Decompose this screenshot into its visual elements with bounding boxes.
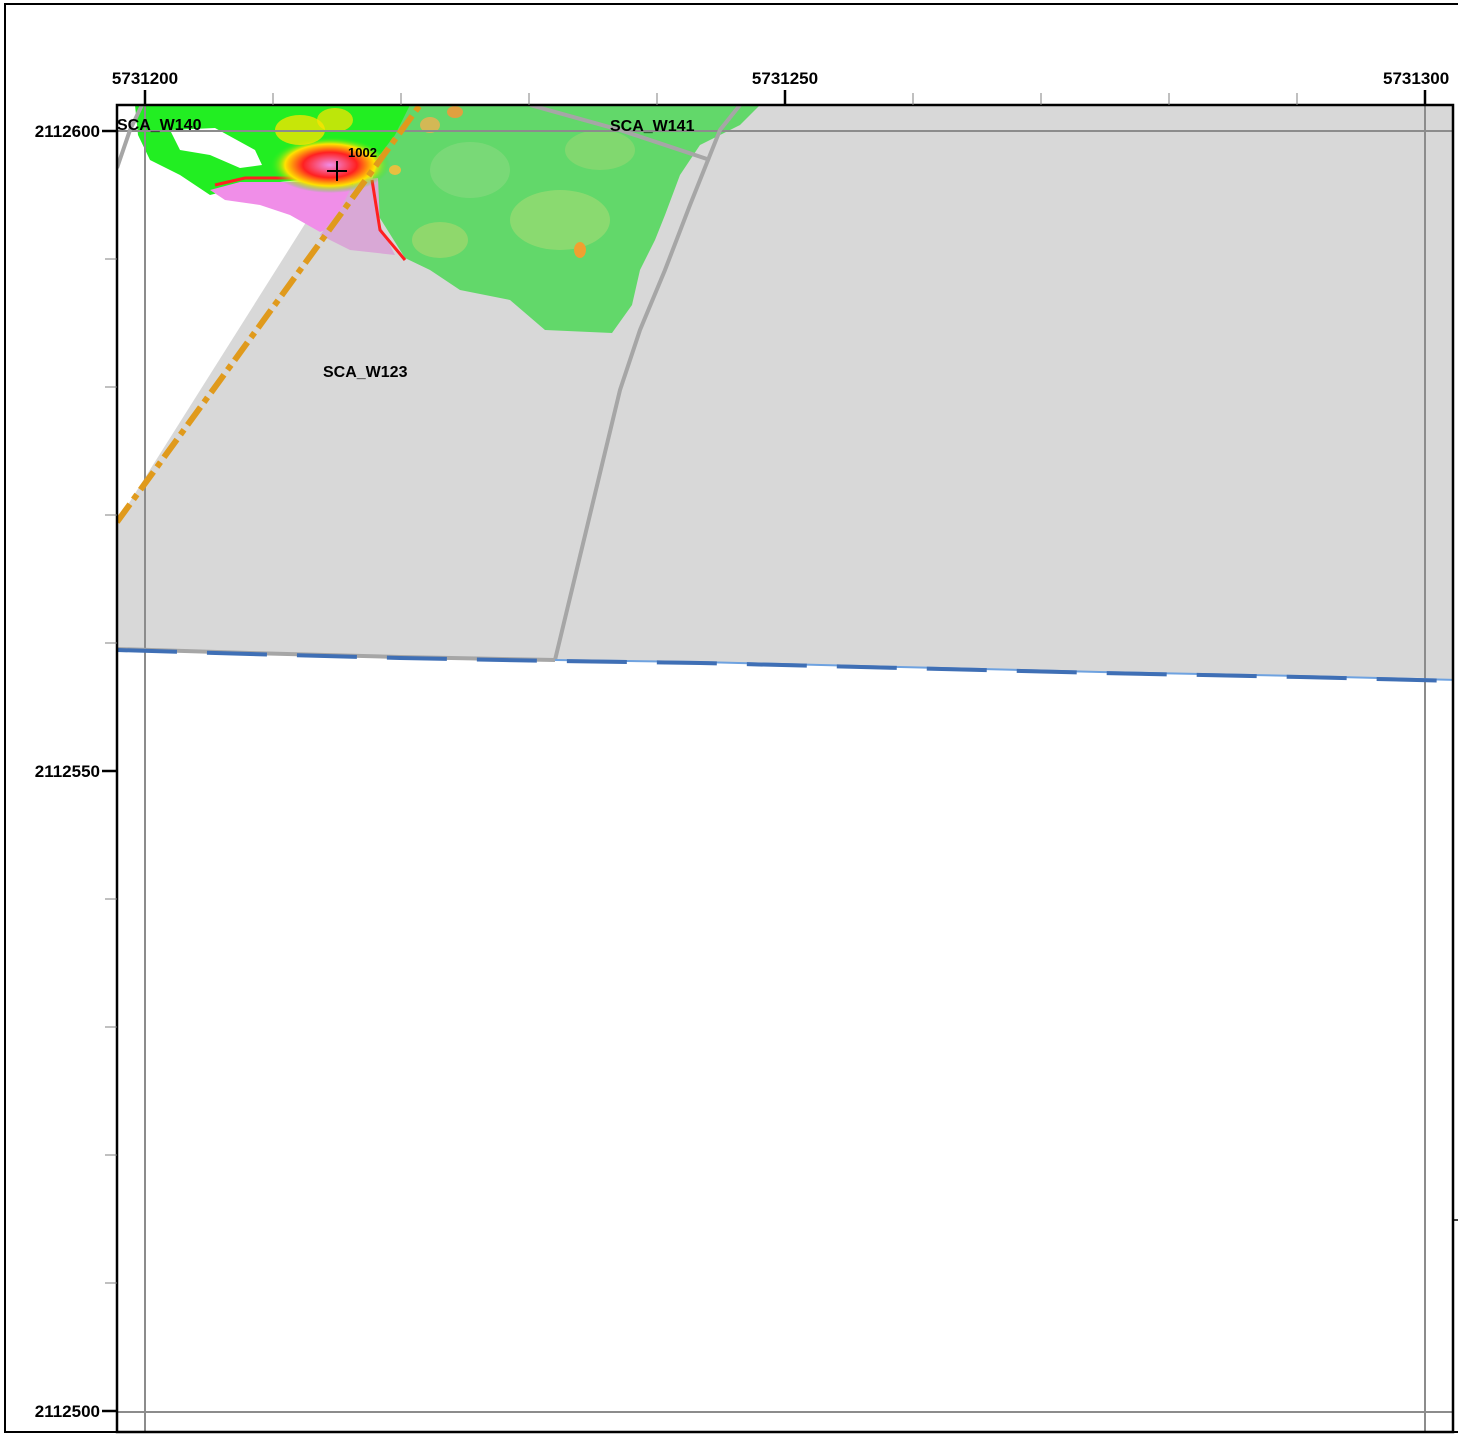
zone-boundary — [553, 105, 742, 661]
raster-hotspot — [389, 165, 401, 175]
raster-pink-area — [210, 182, 360, 232]
orange-boundary — [117, 105, 423, 524]
raster-hotspot — [317, 108, 353, 132]
zone-boundary — [529, 105, 711, 162]
raster-patch — [510, 190, 610, 250]
blue-boundary-dashed — [117, 648, 1453, 683]
raster-hotspot — [574, 242, 586, 258]
raster-hotspot-main — [270, 137, 390, 193]
raster-edge — [370, 179, 407, 261]
zone-boundary — [117, 105, 144, 169]
x-axis: 5731200 5731250 5731300 — [112, 69, 1449, 105]
zone-label-w141: SCA_W141 — [610, 118, 695, 135]
point-marker-1002[interactable] — [327, 161, 347, 181]
raster-patch — [430, 142, 510, 198]
zone-label-w123: SCA_W123 — [323, 364, 408, 381]
raster-patch — [412, 222, 468, 258]
raster-patch — [565, 130, 635, 170]
point-label-1002: 1002 — [348, 145, 377, 160]
y-tick-label: 2112550 — [35, 762, 100, 781]
y-tick-label: 2112500 — [35, 1402, 100, 1421]
x-tick-label: 5731300 — [1383, 69, 1449, 88]
x-tick-label: 5731250 — [752, 69, 818, 88]
raster-gap — [170, 128, 262, 168]
map-content: SCA_W140 SCA_W141 SCA_W123 1002 — [117, 105, 1453, 1432]
raster-hotspot — [447, 106, 463, 118]
zone-label-w140: SCA_W140 — [117, 117, 202, 134]
x-tick-label: 5731200 — [112, 69, 178, 88]
raster-hotspot — [420, 117, 440, 133]
y-axis: 2112600 2112550 2112500 — [35, 122, 117, 1421]
y-tick-label: 2112600 — [35, 122, 100, 141]
